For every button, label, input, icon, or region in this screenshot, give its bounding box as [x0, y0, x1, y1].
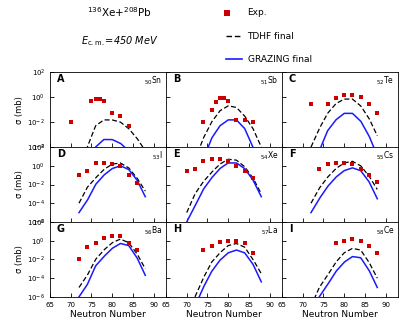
Y-axis label: σ (mb): σ (mb) — [16, 96, 24, 124]
Text: C: C — [289, 74, 296, 84]
Text: $_{52}$Te: $_{52}$Te — [376, 74, 394, 87]
Y-axis label: σ (mb): σ (mb) — [16, 171, 24, 198]
Text: $_{51}$Sb: $_{51}$Sb — [260, 74, 278, 87]
Text: TDHF final: TDHF final — [248, 31, 294, 41]
Text: $^{136}$Xe+$^{208}$Pb: $^{136}$Xe+$^{208}$Pb — [88, 5, 152, 19]
Text: I: I — [289, 224, 292, 234]
X-axis label: Neutron Number: Neutron Number — [70, 311, 146, 319]
Text: $_{58}$Ce: $_{58}$Ce — [376, 224, 394, 237]
Text: Exp.: Exp. — [248, 9, 267, 17]
Text: D: D — [57, 149, 65, 159]
X-axis label: Neutron Number: Neutron Number — [302, 311, 378, 319]
Text: G: G — [57, 224, 65, 234]
Text: B: B — [173, 74, 180, 84]
Text: $_{57}$La: $_{57}$La — [262, 224, 278, 237]
Text: H: H — [173, 224, 181, 234]
Text: $E_{\rm c.m.}$=450 MeV: $E_{\rm c.m.}$=450 MeV — [81, 34, 159, 48]
Text: GRAZING final: GRAZING final — [248, 55, 312, 64]
Text: A: A — [57, 74, 64, 84]
Text: E: E — [173, 149, 180, 159]
Text: $_{54}$Xe: $_{54}$Xe — [260, 149, 278, 162]
X-axis label: Neutron Number: Neutron Number — [186, 311, 262, 319]
Text: $_{53}$I: $_{53}$I — [152, 149, 162, 162]
Text: $_{50}$Sn: $_{50}$Sn — [144, 74, 162, 87]
Y-axis label: σ (mb): σ (mb) — [16, 245, 24, 273]
Text: $_{56}$Ba: $_{56}$Ba — [144, 224, 162, 237]
Text: $_{55}$Cs: $_{55}$Cs — [376, 149, 394, 162]
Text: F: F — [289, 149, 296, 159]
